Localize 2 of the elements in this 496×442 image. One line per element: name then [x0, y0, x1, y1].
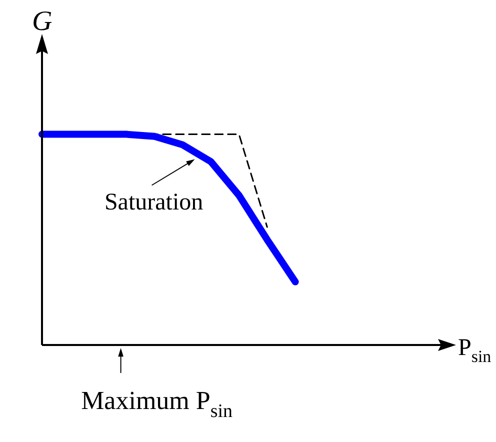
y-axis-title: G: [32, 6, 52, 37]
annotation: Saturation: [104, 189, 204, 216]
